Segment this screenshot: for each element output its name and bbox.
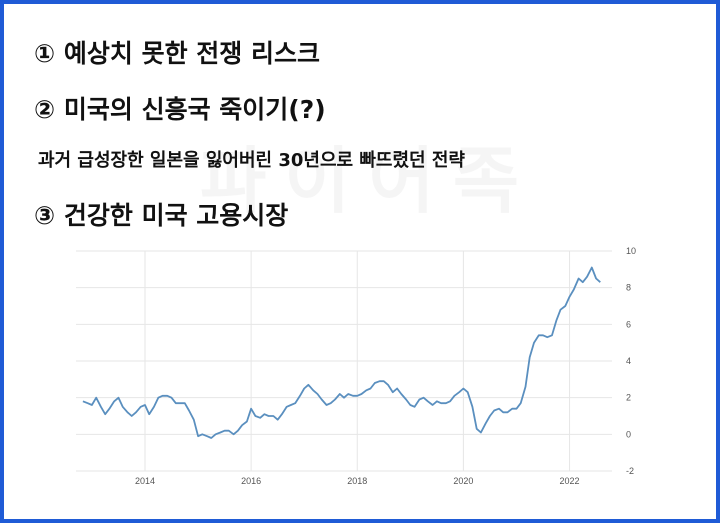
y-tick-label: -2 — [626, 466, 634, 476]
x-tick-label: 2022 — [560, 476, 580, 486]
x-tick-label: 2016 — [241, 476, 261, 486]
y-tick-label: 4 — [626, 356, 631, 366]
heading-emerging-markets: ② 미국의 신흥국 죽이기(?) — [34, 95, 326, 124]
x-tick-label: 2018 — [347, 476, 367, 486]
series-line-0 — [82, 266, 601, 439]
subheading-japan-strategy: 과거 급성장한 일본을 잃어버린 30년으로 빠뜨렸던 전략 — [38, 150, 465, 171]
y-tick-label: 0 — [626, 429, 631, 439]
y-tick-label: 10 — [626, 246, 636, 256]
y-tick-label: 8 — [626, 283, 631, 293]
y-tick-label: 6 — [626, 319, 631, 329]
heading-us-employment: ③ 건강한 미국 고용시장 — [34, 201, 289, 230]
y-tick-label: 2 — [626, 393, 631, 403]
x-tick-label: 2020 — [453, 476, 473, 486]
heading-war-risk: ① 예상치 못한 전쟁 리스크 — [34, 39, 320, 68]
x-tick-label: 2014 — [135, 476, 155, 486]
